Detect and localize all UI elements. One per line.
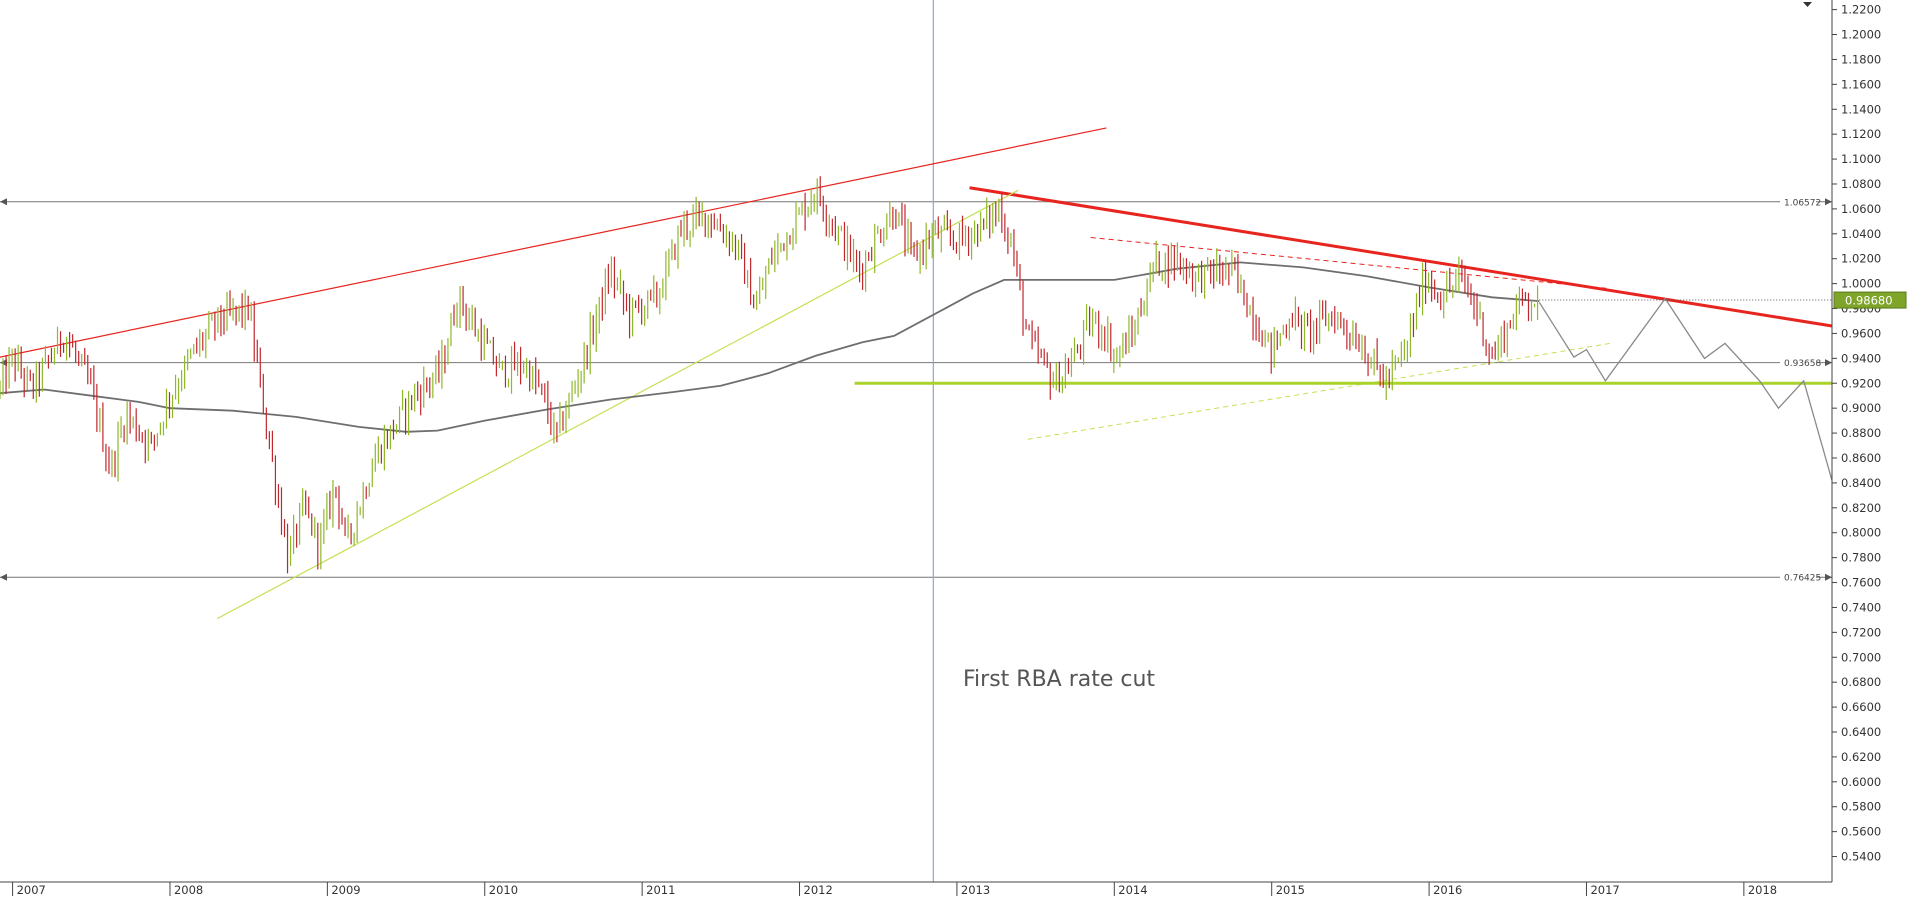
y-tick-label: 0.5400	[1841, 850, 1881, 864]
y-tick-label: 0.6800	[1841, 675, 1881, 689]
y-tick-label: 0.9600	[1841, 326, 1881, 340]
y-tick-label: 1.0000	[1841, 277, 1881, 291]
trendline-upper-red-channel	[0, 127, 1107, 358]
y-tick-label: 1.1600	[1841, 77, 1881, 91]
trendline-dashed-resistance	[1090, 237, 1611, 290]
level-label: 1.06572	[1784, 198, 1821, 208]
y-tick-label: 1.1200	[1841, 127, 1881, 141]
last-price-label: 0.98680	[1845, 294, 1893, 308]
level-arrow-right	[1825, 198, 1832, 206]
x-tick-label: 2009	[331, 883, 360, 896]
price-bars	[0, 176, 1539, 574]
y-tick-label: 1.2200	[1841, 3, 1881, 17]
x-tick-label: 2015	[1276, 883, 1305, 896]
horizontal-levels: 1.06572 0.93658 0.76425	[0, 195, 1832, 584]
y-tick-label: 0.6000	[1841, 775, 1881, 789]
level-arrow-right	[1825, 359, 1832, 367]
trendline-descending-resistance	[969, 186, 1833, 328]
scale-menu-icon	[1803, 2, 1812, 7]
y-tick-label: 0.7800	[1841, 551, 1881, 565]
y-tick-label: 1.1800	[1841, 52, 1881, 66]
trendline-rising-support	[216, 189, 1019, 620]
x-tick-label: 2012	[804, 883, 833, 896]
y-tick-label: 0.8200	[1841, 501, 1881, 515]
y-tick-label: 1.0200	[1841, 252, 1881, 266]
level-label: 0.93658	[1784, 359, 1821, 369]
x-tick-label: 2014	[1118, 883, 1147, 896]
y-tick-label: 0.7400	[1841, 600, 1881, 614]
y-tick-label: 1.2000	[1841, 28, 1881, 42]
level-label: 0.76425	[1784, 574, 1821, 584]
x-tick-label: 2007	[17, 883, 46, 896]
moving-average-line	[0, 261, 1540, 433]
x-tick-label: 2008	[174, 883, 203, 896]
last-price-tag	[1833, 291, 1907, 309]
x-tick-label: 2011	[646, 883, 675, 896]
y-tick-label: 0.8400	[1841, 476, 1881, 490]
y-tick-label: 0.8000	[1841, 526, 1881, 540]
x-tick-label: 2017	[1590, 883, 1619, 896]
y-tick-label: 1.0400	[1841, 227, 1881, 241]
y-tick-label: 0.6200	[1841, 750, 1881, 764]
y-tick-label: 0.8800	[1841, 426, 1881, 440]
y-tick-label: 0.6600	[1841, 700, 1881, 714]
y-tick-label: 0.9000	[1841, 401, 1881, 415]
level-label-bg	[1780, 571, 1816, 584]
y-tick-label: 0.8600	[1841, 451, 1881, 465]
trendlines	[0, 127, 1833, 620]
annotation-label: First RBA rate cut	[963, 667, 1155, 692]
x-tick-label: 2018	[1748, 883, 1777, 896]
y-tick-label: 1.0800	[1841, 177, 1881, 191]
x-tick-label: 2016	[1433, 883, 1462, 896]
level-label-bg	[1780, 356, 1816, 369]
level-arrow-left	[0, 573, 7, 581]
x-tick-label: 2010	[489, 883, 518, 896]
y-tick-label: 0.9200	[1841, 376, 1881, 390]
y-tick-label: 0.5800	[1841, 800, 1881, 814]
x-tick-label: 2013	[961, 883, 990, 896]
projection-group	[1538, 297, 1833, 481]
level-arrow-right	[1825, 573, 1832, 581]
y-tick-label: 0.5600	[1841, 825, 1881, 839]
y-tick-label: 1.0600	[1841, 202, 1881, 216]
y-tick-label: 1.1000	[1841, 152, 1881, 166]
y-tick-label: 0.7000	[1841, 650, 1881, 664]
y-tick-label: 0.7600	[1841, 576, 1881, 590]
y-tick-label: 0.9400	[1841, 351, 1881, 365]
y-tick-label: 1.1400	[1841, 102, 1881, 116]
y-tick-label: 0.7200	[1841, 625, 1881, 639]
y-tick-label: 0.6400	[1841, 725, 1881, 739]
level-arrow-left	[0, 198, 7, 206]
level-label-bg	[1780, 195, 1816, 208]
projection-path	[1538, 297, 1833, 481]
moving-average-group	[0, 261, 1540, 433]
